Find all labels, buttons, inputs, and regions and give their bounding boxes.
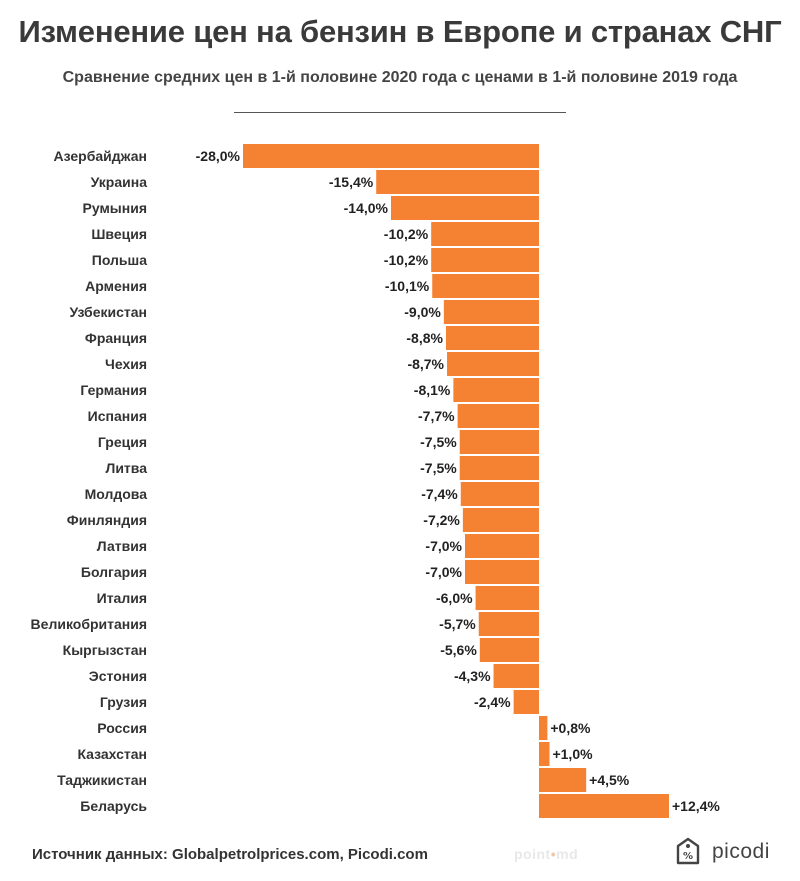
category-label: Греция (98, 434, 147, 450)
value-label: +0,8% (550, 720, 591, 736)
value-label: -7,5% (420, 434, 457, 450)
bar-12 (459, 430, 539, 454)
value-label: +1,0% (552, 746, 593, 762)
category-label: Финляндия (67, 512, 147, 528)
category-label: Швеция (91, 226, 147, 242)
value-label: -7,0% (425, 564, 462, 580)
value-label: -10,2% (384, 226, 429, 242)
bar-5 (431, 248, 539, 272)
value-label: -5,6% (440, 642, 477, 658)
category-label: Эстония (89, 668, 147, 684)
brand-name: picodi (712, 840, 770, 863)
category-label: Беларусь (80, 798, 147, 814)
category-label: Литва (106, 460, 148, 476)
category-label: Германия (80, 382, 147, 398)
value-label: -7,2% (423, 512, 460, 528)
bar-20 (479, 638, 539, 662)
chart-subtitle: Сравнение средних цен в 1-й половине 202… (62, 69, 738, 86)
category-label: Азербайджан (54, 148, 148, 164)
watermark-text-left: point (514, 846, 551, 862)
bar-6 (432, 274, 539, 298)
category-label: Россия (97, 720, 147, 736)
category-label: Италия (97, 590, 147, 606)
bar-17 (465, 560, 539, 584)
bar-10 (453, 378, 539, 402)
picodi-logo-icon: % (676, 837, 700, 865)
bar-11 (457, 404, 539, 428)
category-label: Болгария (81, 564, 147, 580)
bar-7 (443, 300, 539, 324)
category-label: Армения (85, 278, 147, 294)
value-label: -7,0% (425, 538, 462, 554)
bar-4 (431, 222, 539, 246)
category-label: Грузия (100, 694, 147, 710)
category-label: Великобритания (31, 616, 147, 632)
bar-26 (539, 794, 669, 818)
bar-15 (462, 508, 539, 532)
bar-1 (243, 144, 539, 168)
category-label: Узбекистан (69, 304, 147, 320)
category-label: Молдова (85, 486, 148, 502)
chart-title: Изменение цен на бензин в Европе и стран… (18, 14, 782, 49)
value-label: -10,1% (385, 278, 430, 294)
bar-16 (465, 534, 539, 558)
category-label: Таджикистан (57, 772, 147, 788)
value-label: -8,8% (406, 330, 443, 346)
bar-25 (539, 768, 587, 792)
category-label: Чехия (105, 356, 147, 372)
category-label: Латвия (97, 538, 147, 554)
value-label: -5,7% (439, 616, 476, 632)
value-label: -8,1% (414, 382, 451, 398)
bar-3 (391, 196, 539, 220)
bar-23 (539, 716, 548, 740)
category-label: Украина (91, 174, 148, 190)
bar-24 (539, 742, 550, 766)
value-label: -14,0% (344, 200, 389, 216)
bar-22 (513, 690, 539, 714)
bar-14 (460, 482, 539, 506)
value-label: -2,4% (474, 694, 511, 710)
category-label: Польша (92, 252, 147, 268)
category-label: Кыргызстан (63, 642, 147, 658)
bar-19 (478, 612, 539, 636)
category-label: Румыния (83, 200, 147, 216)
bar-9 (447, 352, 539, 376)
value-label: -7,7% (418, 408, 455, 424)
value-label: -7,5% (420, 460, 457, 476)
category-label: Казахстан (77, 746, 147, 762)
watermark-dot: • (550, 846, 557, 862)
category-label: Франция (85, 330, 147, 346)
watermark-text-right: md (556, 846, 579, 862)
bar-8 (445, 326, 539, 350)
value-label: -7,4% (421, 486, 458, 502)
value-label: -10,2% (384, 252, 429, 268)
value-label: -4,3% (454, 668, 491, 684)
bar-13 (459, 456, 539, 480)
value-label: -9,0% (404, 304, 441, 320)
bar-21 (493, 664, 539, 688)
value-label: -15,4% (329, 174, 374, 190)
category-label: Испания (88, 408, 147, 424)
picodi-brand: % picodi (670, 836, 770, 868)
svg-text:%: % (683, 851, 693, 862)
pointmd-watermark: point•md (514, 846, 578, 862)
source-note: Источник данных: Globalpetrolprices.com,… (32, 846, 428, 863)
value-label: +4,5% (589, 772, 630, 788)
value-label: -28,0% (196, 148, 241, 164)
value-label: -6,0% (436, 590, 473, 606)
title-divider (234, 112, 566, 113)
bar-18 (475, 586, 539, 610)
bar-2 (376, 170, 539, 194)
value-label: -8,7% (407, 356, 444, 372)
value-label: +12,4% (672, 798, 720, 814)
